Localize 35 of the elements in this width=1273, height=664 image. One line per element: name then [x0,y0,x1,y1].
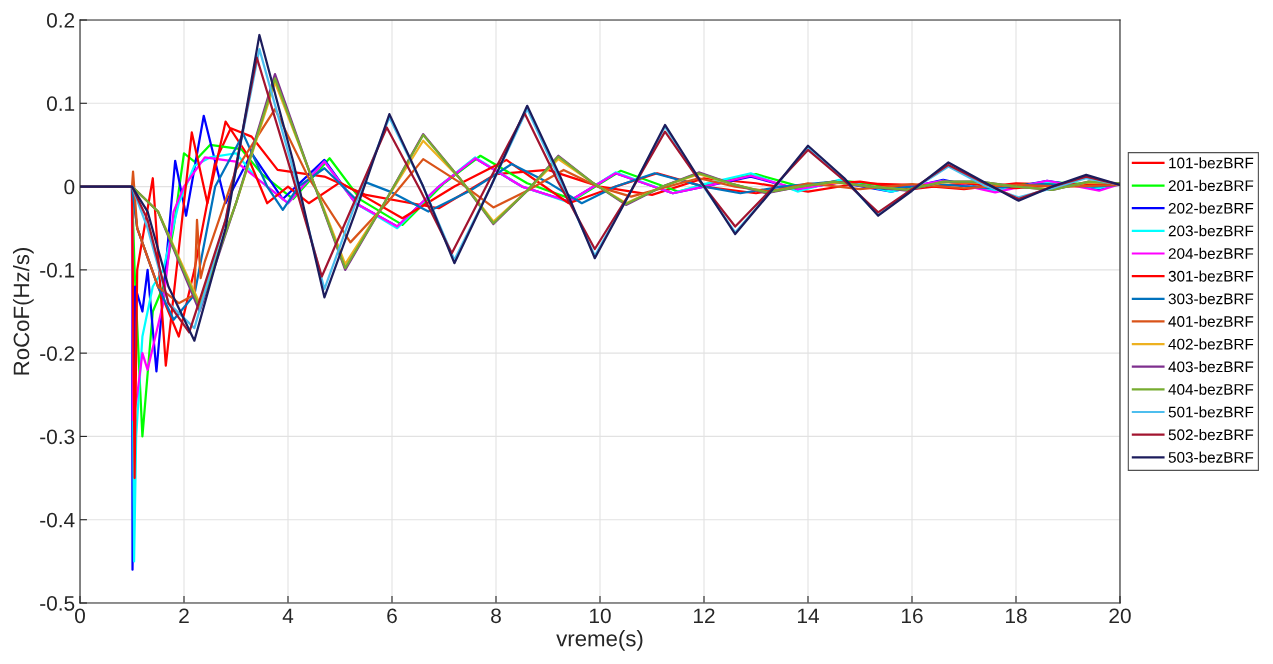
x-tick-label: 14 [798,608,819,623]
y-tick-label: -0.1 [40,262,75,278]
legend-label: 301-bezBRF [1168,270,1254,282]
x-axis-title: vreme(s) [556,630,643,651]
legend-label: 404-bezBRF [1168,383,1254,395]
x-tick-label: 16 [902,608,923,624]
x-tick-label: 10 [590,608,611,624]
legend-label: 101-bezBRF [1169,157,1254,169]
legend-label: 402-bezBRF [1168,338,1254,350]
y-axis-title: RoCoF(Hz/s) [12,248,34,375]
legend-label: 502-bezBRF [1168,428,1254,441]
legend-label: 401-bezBRF [1168,315,1254,327]
y-tick-label: 0 [64,179,75,195]
legend-label: 501-bezBRF [1168,406,1254,418]
x-tick-label: 0 [75,608,85,624]
y-tick-label: -0.5 [40,596,75,611]
legend-label: 303-bezBRF [1168,293,1254,305]
x-tick-label: 20 [1109,608,1131,624]
y-tick-label: 0.2 [46,13,75,28]
y-tick-label: -0.2 [40,346,75,361]
y-tick-label: -0.3 [40,429,75,445]
legend-label: 203-bezBRF [1168,225,1254,237]
x-tick-label: 18 [1006,608,1027,624]
legend-label: 403-bezBRF [1168,360,1254,373]
legend-label: 503-bezBRF [1168,451,1254,463]
legend-label: 201-bezBRF [1168,179,1254,192]
legend-label: 204-bezBRF [1168,247,1254,259]
x-tick-label: 4 [282,608,294,623]
legend-label: 202-bezBRF [1168,202,1254,214]
x-tick-label: 2 [179,608,189,623]
y-tick-label: 0.1 [46,96,75,112]
x-tick-label: 6 [387,608,397,624]
x-tick-label: 8 [491,608,501,624]
x-tick-label: 12 [694,608,715,623]
y-tick-label: -0.4 [40,512,75,528]
